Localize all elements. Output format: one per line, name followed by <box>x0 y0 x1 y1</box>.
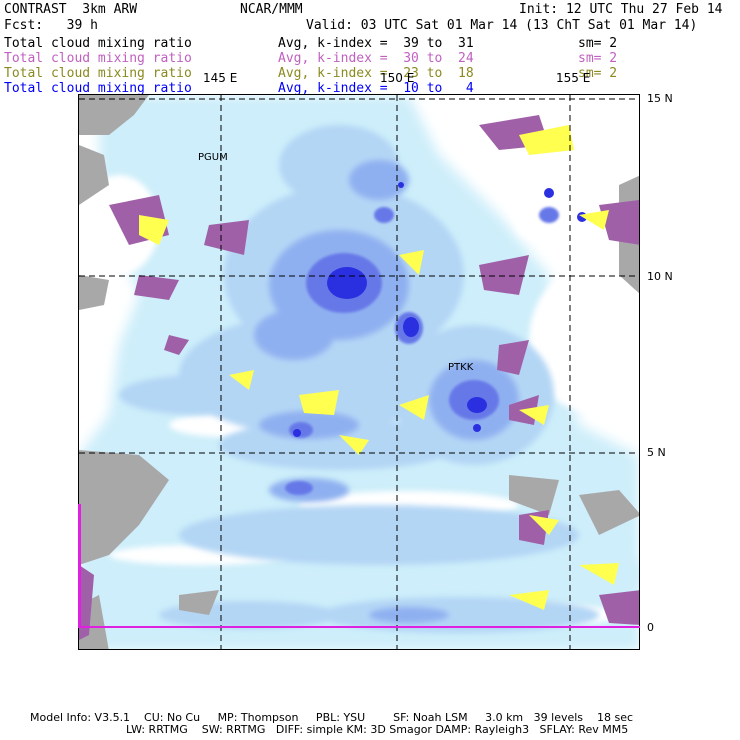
field-avg-2: Avg, k-index = 30 to 24 <box>278 51 474 66</box>
map-panel <box>78 94 640 650</box>
field-label-2: Total cloud mixing ratio <box>4 51 192 66</box>
field-sm-2: sm= 2 <box>578 51 618 66</box>
field-label-4: Total cloud mixing ratio <box>4 81 192 96</box>
lat-label-10n: 10 N <box>647 270 673 283</box>
lon-label-155: 155 E <box>556 71 591 85</box>
lat-lon-grid <box>79 95 639 649</box>
org-label: NCAR/MMM <box>240 2 303 17</box>
field-avg-4: Avg, k-index = 10 to 4 <box>278 81 474 96</box>
boundary-bar-left <box>78 504 81 628</box>
init-time: Init: 12 UTC Thu 27 Feb 14 <box>519 2 723 17</box>
cloud-field-map <box>79 95 639 649</box>
lat-label-15n: 15 N <box>647 92 673 105</box>
field-label-1: Total cloud mixing ratio <box>4 36 192 51</box>
model-info-line2: LW: RRTMG SW: RRTMG DIFF: simple KM: 3D … <box>126 723 629 736</box>
yellow-cloud-patches <box>139 125 619 610</box>
lon-label-150: 150 E <box>380 71 415 85</box>
lon-label-145: 145 E <box>203 71 238 85</box>
field-avg-3: Avg, k-index = 23 to 18 <box>278 66 474 81</box>
station-pgum: PGUM <box>198 152 228 163</box>
lat-label-0: 0 <box>647 621 654 634</box>
lat-label-5n: 5 N <box>647 446 666 459</box>
model-info-line1: Model Info: V3.5.1 CU: No Cu MP: Thompso… <box>30 711 634 724</box>
station-ptkk: PTKK <box>448 362 474 373</box>
forecast-hour: Fcst: 39 h <box>4 18 98 33</box>
valid-time: Valid: 03 UTC Sat 01 Mar 14 (13 ChT Sat … <box>306 18 698 33</box>
field-sm-3: sm= 2 <box>578 66 618 81</box>
model-title: CONTRAST 3km ARW <box>4 2 138 17</box>
field-label-3: Total cloud mixing ratio <box>4 66 192 81</box>
deep-blue-cores <box>293 182 587 437</box>
boundary-line-equator <box>78 626 640 628</box>
field-avg-1: Avg, k-index = 39 to 31 <box>278 36 474 51</box>
field-sm-1: sm= 2 <box>578 36 618 51</box>
